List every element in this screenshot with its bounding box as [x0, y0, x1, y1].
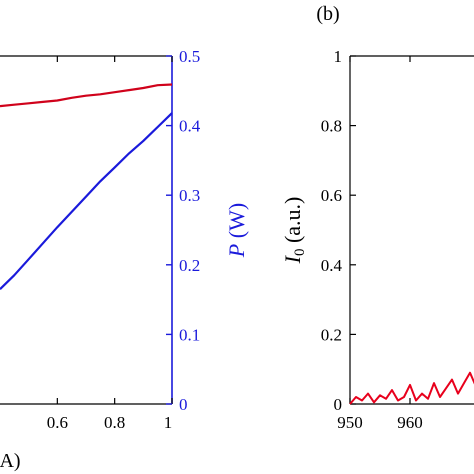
- panel-b-y-ticks: 0 0.2 0.4 0.6 0.8 1: [321, 47, 356, 414]
- panel-b-x-tick-label: 950: [337, 413, 363, 432]
- panel-a-right-tick-label: 0.3: [179, 186, 200, 205]
- panel-a-right-tick-label: 0.4: [179, 117, 201, 136]
- panel-b-y-axis-subscript: 0: [292, 249, 308, 257]
- panel-b-y-tick-label: 1: [334, 47, 343, 66]
- panel-a-x-tick-label: 1: [164, 413, 173, 432]
- panel-b-spectrum-line: [349, 371, 474, 405]
- panel-a-right-axis-symbol: P: [224, 244, 249, 258]
- panel-b-y-axis-symbol: I: [280, 254, 305, 264]
- panel-a-x-ticks: 0.6 0.8 1: [47, 56, 173, 432]
- panel-b-x-tick-label: 960: [397, 413, 423, 432]
- panel-a-right-tick-label: 0.2: [179, 256, 200, 275]
- panel-b: (b) 950 960 00.20.40.60.81 I0 (a.u.): [280, 3, 474, 432]
- panel-a-right-tick-label: 0.5: [179, 47, 200, 66]
- panel-b-series: [349, 371, 474, 405]
- panel-b-y-axis-label: I0 (a.u.): [280, 197, 308, 265]
- panel-a-x-tick-label: 0.6: [47, 413, 68, 432]
- panel-b-y-axis-unit: (a.u.): [280, 197, 305, 249]
- panel-a-series: [0, 83, 173, 290]
- panel-a-right-axis-label: P (W): [224, 203, 249, 258]
- panel-a-right-tick-label: 0.1: [179, 325, 200, 344]
- panel-b-y-tick-label: 0.8: [321, 117, 342, 136]
- panel-b-label: (b): [316, 3, 339, 25]
- panel-b-x-ticks: 950 960: [337, 56, 423, 432]
- panel-b-y-tick-label: 0: [334, 395, 343, 414]
- panel-a-line-blue: [0, 112, 173, 290]
- panel-a-x-label: A): [0, 450, 21, 472]
- panel-a-right-tick-label: 0: [179, 395, 188, 414]
- panel-a: 0.6 0.8 1 0 0.1 0.2 0.3 0.4 0.5 A) P (W): [0, 47, 249, 472]
- panel-b-y-tick-label: 0.2: [321, 325, 342, 344]
- panel-a-right-axis-unit: (W): [224, 203, 249, 244]
- panel-a-right-ticks: 0 0.1 0.2 0.3 0.4 0.5: [166, 47, 201, 414]
- panel-b-y-tick-label: 0.4: [321, 256, 343, 275]
- panel-a-x-tick-label: 0.8: [104, 413, 125, 432]
- panel-a-line-red: [0, 83, 173, 108]
- panel-b-y-tick-label: 0.6: [321, 186, 342, 205]
